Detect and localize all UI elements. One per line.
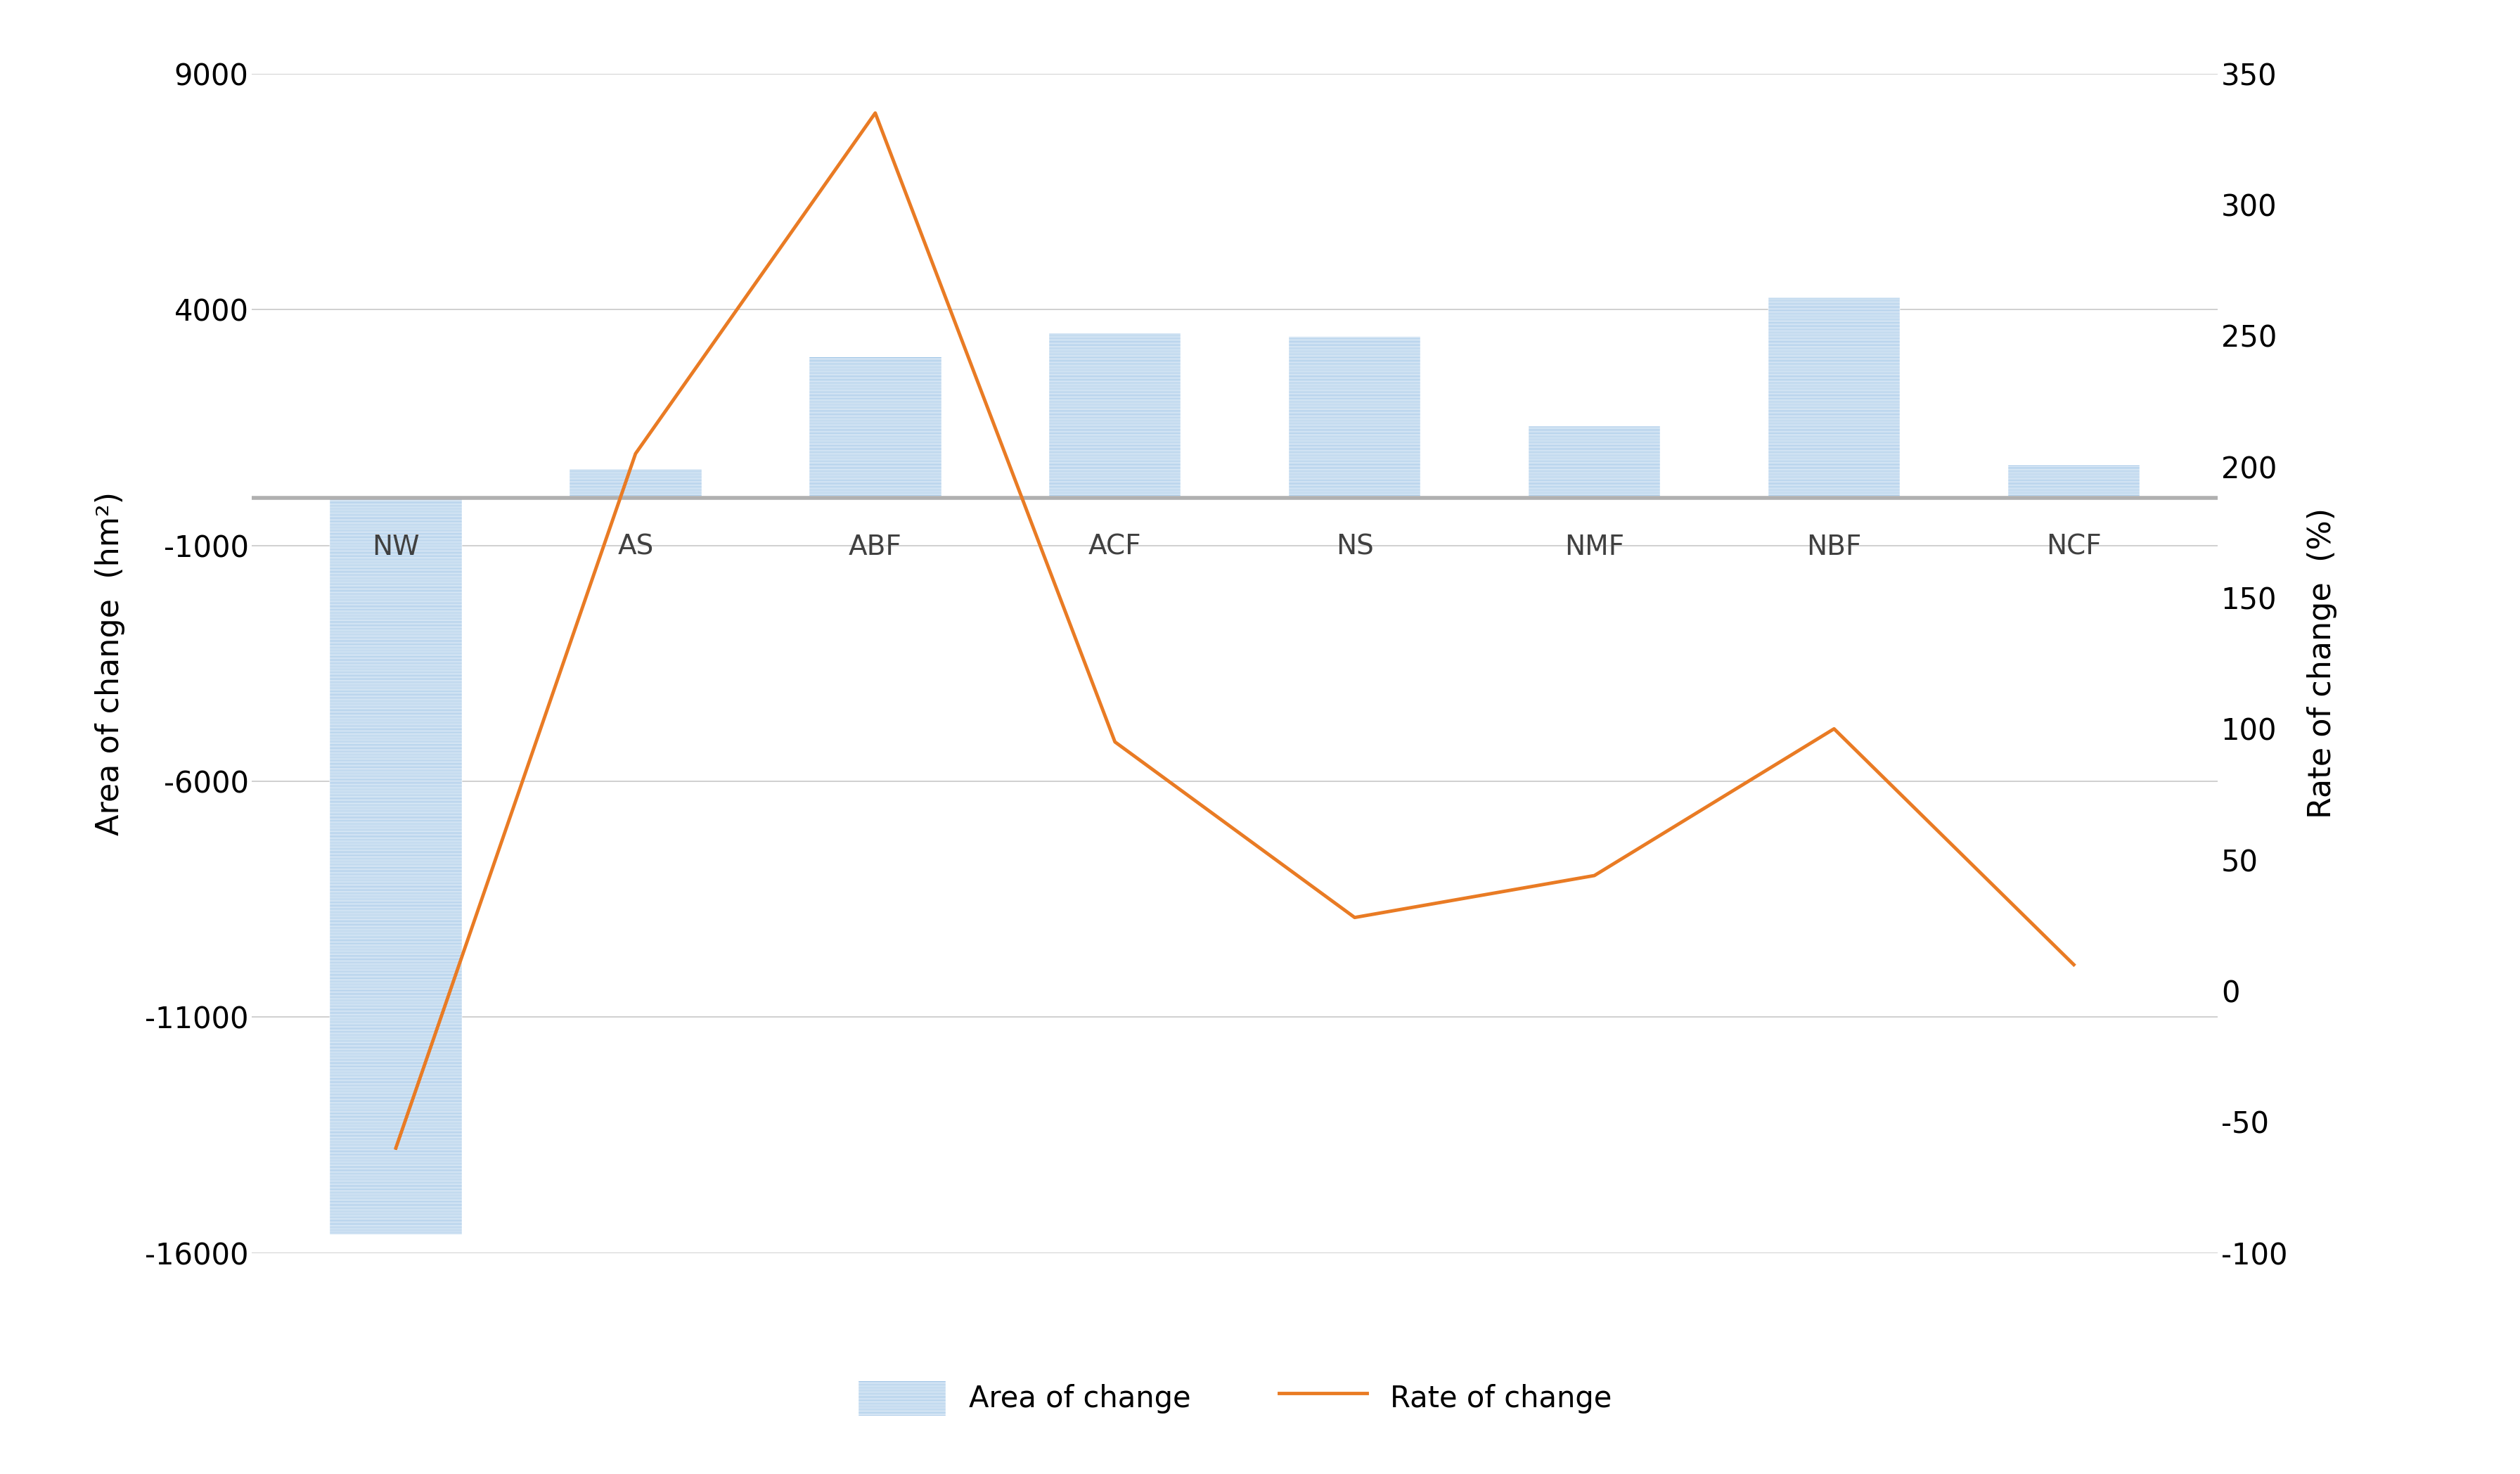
Bar: [1288, 338, 1421, 498]
Bar: [330, 498, 461, 1234]
Y-axis label: Area of change  (hm²): Area of change (hm²): [96, 491, 126, 836]
Text: NMF: NMF: [1565, 534, 1625, 560]
Bar: [809, 357, 940, 498]
Bar: [1530, 426, 1661, 498]
Bar: [1288, 338, 1421, 498]
Text: NBF: NBF: [1807, 534, 1862, 560]
Bar: [2008, 466, 2139, 498]
Bar: [330, 498, 461, 1234]
Text: ABF: ABF: [849, 534, 902, 560]
Text: NW: NW: [373, 534, 421, 560]
Bar: [809, 357, 940, 498]
Bar: [1769, 298, 1900, 498]
Bar: [570, 469, 701, 498]
Bar: [1769, 298, 1900, 498]
Text: AS: AS: [617, 534, 653, 560]
Bar: [1530, 426, 1661, 498]
Text: NS: NS: [1336, 534, 1373, 560]
Text: ACF: ACF: [1089, 534, 1142, 560]
Bar: [1048, 333, 1182, 498]
Text: NCF: NCF: [2046, 534, 2102, 560]
Bar: [570, 469, 701, 498]
Bar: [2008, 466, 2139, 498]
Bar: [1048, 333, 1182, 498]
Legend: Area of change, Rate of change: Area of change, Rate of change: [829, 1350, 1641, 1445]
Y-axis label: Rate of change  (%): Rate of change (%): [2306, 509, 2336, 818]
